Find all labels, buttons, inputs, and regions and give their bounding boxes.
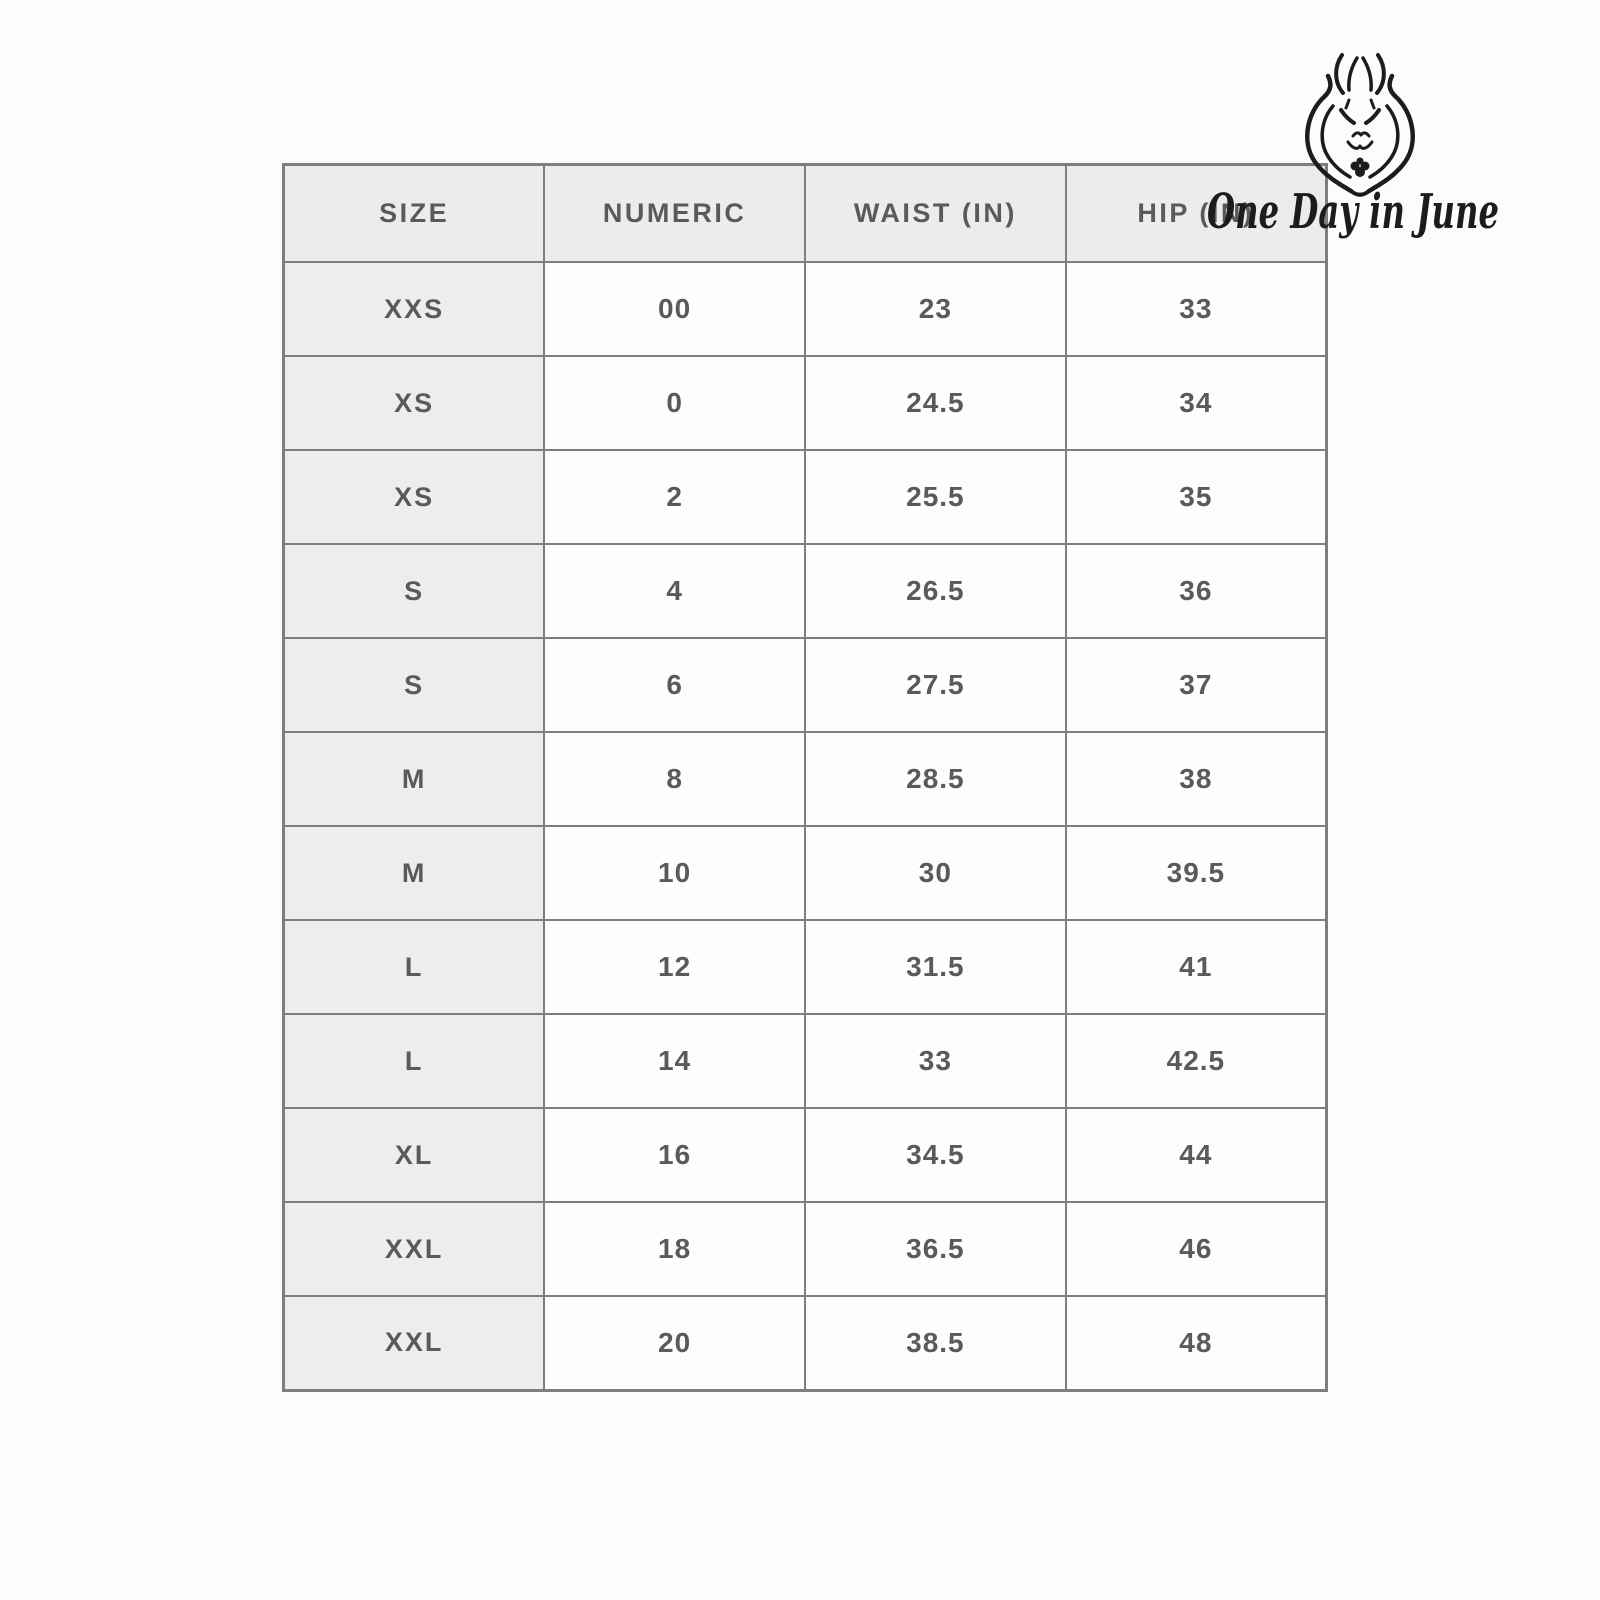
table-row: M 8 28.5 38 xyxy=(282,731,1328,827)
cell-numeric: 00 xyxy=(543,261,806,357)
table-row: XXL 20 38.5 48 xyxy=(282,1295,1328,1391)
cell-hip: 46 xyxy=(1064,1201,1328,1297)
table-row: XL 16 34.5 44 xyxy=(282,1107,1328,1203)
header-waist: WAIST (IN) xyxy=(804,163,1067,263)
header-numeric: NUMERIC xyxy=(543,163,806,263)
cell-numeric: 8 xyxy=(543,731,806,827)
table-row: XS 0 24.5 34 xyxy=(282,355,1328,451)
cell-hip: 35 xyxy=(1064,449,1328,545)
cell-size: XL xyxy=(282,1107,546,1203)
cell-waist: 27.5 xyxy=(804,637,1067,733)
header-size: SIZE xyxy=(282,163,546,263)
cell-waist: 24.5 xyxy=(804,355,1067,451)
cell-numeric: 14 xyxy=(543,1013,806,1109)
cell-numeric: 12 xyxy=(543,919,806,1015)
cell-numeric: 0 xyxy=(543,355,806,451)
cell-numeric: 20 xyxy=(543,1295,806,1391)
cell-size: XS xyxy=(282,449,546,545)
cell-hip: 41 xyxy=(1064,919,1328,1015)
cell-waist: 23 xyxy=(804,261,1067,357)
header-hip: HIP (IN) xyxy=(1064,163,1328,263)
cell-size: S xyxy=(282,637,546,733)
table-row: XXS 00 23 33 xyxy=(282,261,1328,357)
table-row: M 10 30 39.5 xyxy=(282,825,1328,921)
cell-hip: 33 xyxy=(1064,261,1328,357)
cell-hip: 39.5 xyxy=(1064,825,1328,921)
cell-size: S xyxy=(282,543,546,639)
table-row: XS 2 25.5 35 xyxy=(282,449,1328,545)
table-row: S 4 26.5 36 xyxy=(282,543,1328,639)
cell-waist: 26.5 xyxy=(804,543,1067,639)
cell-numeric: 18 xyxy=(543,1201,806,1297)
cell-size: M xyxy=(282,731,546,827)
cell-hip: 38 xyxy=(1064,731,1328,827)
cell-waist: 28.5 xyxy=(804,731,1067,827)
cell-waist: 36.5 xyxy=(804,1201,1067,1297)
cell-size: XXL xyxy=(282,1201,546,1297)
header-row: SIZE NUMERIC WAIST (IN) HIP (IN) xyxy=(282,163,1328,263)
cell-hip: 36 xyxy=(1064,543,1328,639)
cell-size: XXS xyxy=(282,261,546,357)
cell-hip: 44 xyxy=(1064,1107,1328,1203)
cell-size: L xyxy=(282,1013,546,1109)
cell-hip: 34 xyxy=(1064,355,1328,451)
cell-hip: 48 xyxy=(1064,1295,1328,1391)
cell-numeric: 4 xyxy=(543,543,806,639)
cell-waist: 25.5 xyxy=(804,449,1067,545)
cell-waist: 33 xyxy=(804,1013,1067,1109)
size-chart-table: SIZE NUMERIC WAIST (IN) HIP (IN) XXS 00 … xyxy=(282,163,1328,1392)
cell-hip: 37 xyxy=(1064,637,1328,733)
cell-numeric: 10 xyxy=(543,825,806,921)
cell-size: XXL xyxy=(282,1295,546,1391)
cell-hip: 42.5 xyxy=(1064,1013,1328,1109)
cell-size: M xyxy=(282,825,546,921)
cell-waist: 38.5 xyxy=(804,1295,1067,1391)
table-row: L 12 31.5 41 xyxy=(282,919,1328,1015)
cell-size: XS xyxy=(282,355,546,451)
table-row: L 14 33 42.5 xyxy=(282,1013,1328,1109)
table-row: XXL 18 36.5 46 xyxy=(282,1201,1328,1297)
cell-waist: 31.5 xyxy=(804,919,1067,1015)
cell-waist: 34.5 xyxy=(804,1107,1067,1203)
cell-numeric: 16 xyxy=(543,1107,806,1203)
table-row: S 6 27.5 37 xyxy=(282,637,1328,733)
cell-numeric: 6 xyxy=(543,637,806,733)
cell-waist: 30 xyxy=(804,825,1067,921)
cell-numeric: 2 xyxy=(543,449,806,545)
cell-size: L xyxy=(282,919,546,1015)
